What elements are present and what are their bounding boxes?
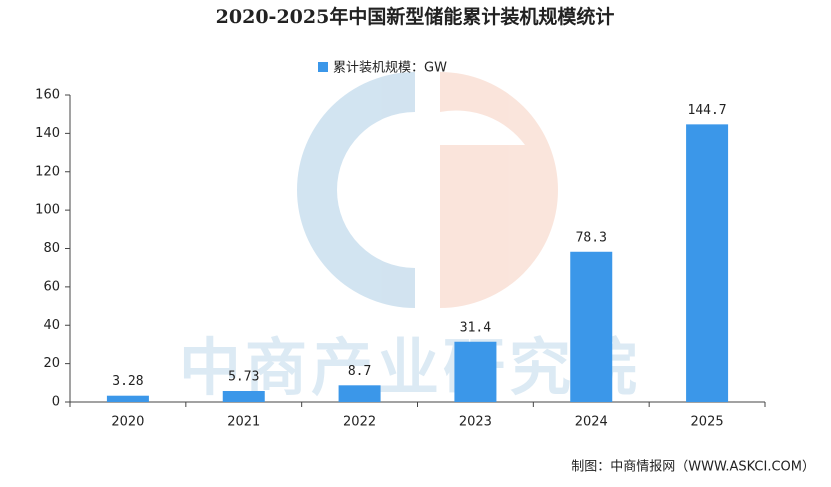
y-tick-label: 40 xyxy=(43,318,60,333)
bar xyxy=(570,251,613,402)
bar xyxy=(106,395,149,402)
x-tick-label: 2025 xyxy=(691,415,724,430)
y-tick-label: 80 xyxy=(43,241,60,256)
bar xyxy=(454,341,497,402)
x-tick-label: 2021 xyxy=(227,415,260,430)
y-tick-label: 160 xyxy=(35,88,60,103)
value-label: 3.28 xyxy=(112,374,143,389)
x-tick-label: 2022 xyxy=(343,415,376,430)
legend-label: 累计装机规模：GW xyxy=(333,61,447,76)
value-label: 31.4 xyxy=(460,320,491,335)
source: 制图：中商情报网（WWW.ASKCI.COM） xyxy=(571,460,815,475)
logo-watermark xyxy=(297,72,558,308)
value-label: 5.73 xyxy=(228,370,259,385)
y-tick-label: 20 xyxy=(43,356,60,371)
x-tick-label: 2024 xyxy=(575,415,608,430)
x-tick-label: 2020 xyxy=(111,415,144,430)
y-tick-label: 60 xyxy=(43,279,60,294)
y-tick-label: 0 xyxy=(52,395,60,410)
value-label: 8.7 xyxy=(348,364,371,379)
bar xyxy=(222,391,265,402)
value-label: 78.3 xyxy=(576,230,607,245)
bar xyxy=(338,385,381,402)
chart-title: 2020-2025年中国新型储能累计装机规模统计 xyxy=(216,5,615,28)
x-tick-label: 2023 xyxy=(459,415,492,430)
y-tick-label: 100 xyxy=(35,203,60,218)
y-tick-label: 140 xyxy=(35,126,60,141)
value-label: 144.7 xyxy=(688,103,727,118)
bar xyxy=(686,124,729,402)
y-tick-label: 120 xyxy=(35,164,60,179)
legend-swatch xyxy=(318,62,328,72)
